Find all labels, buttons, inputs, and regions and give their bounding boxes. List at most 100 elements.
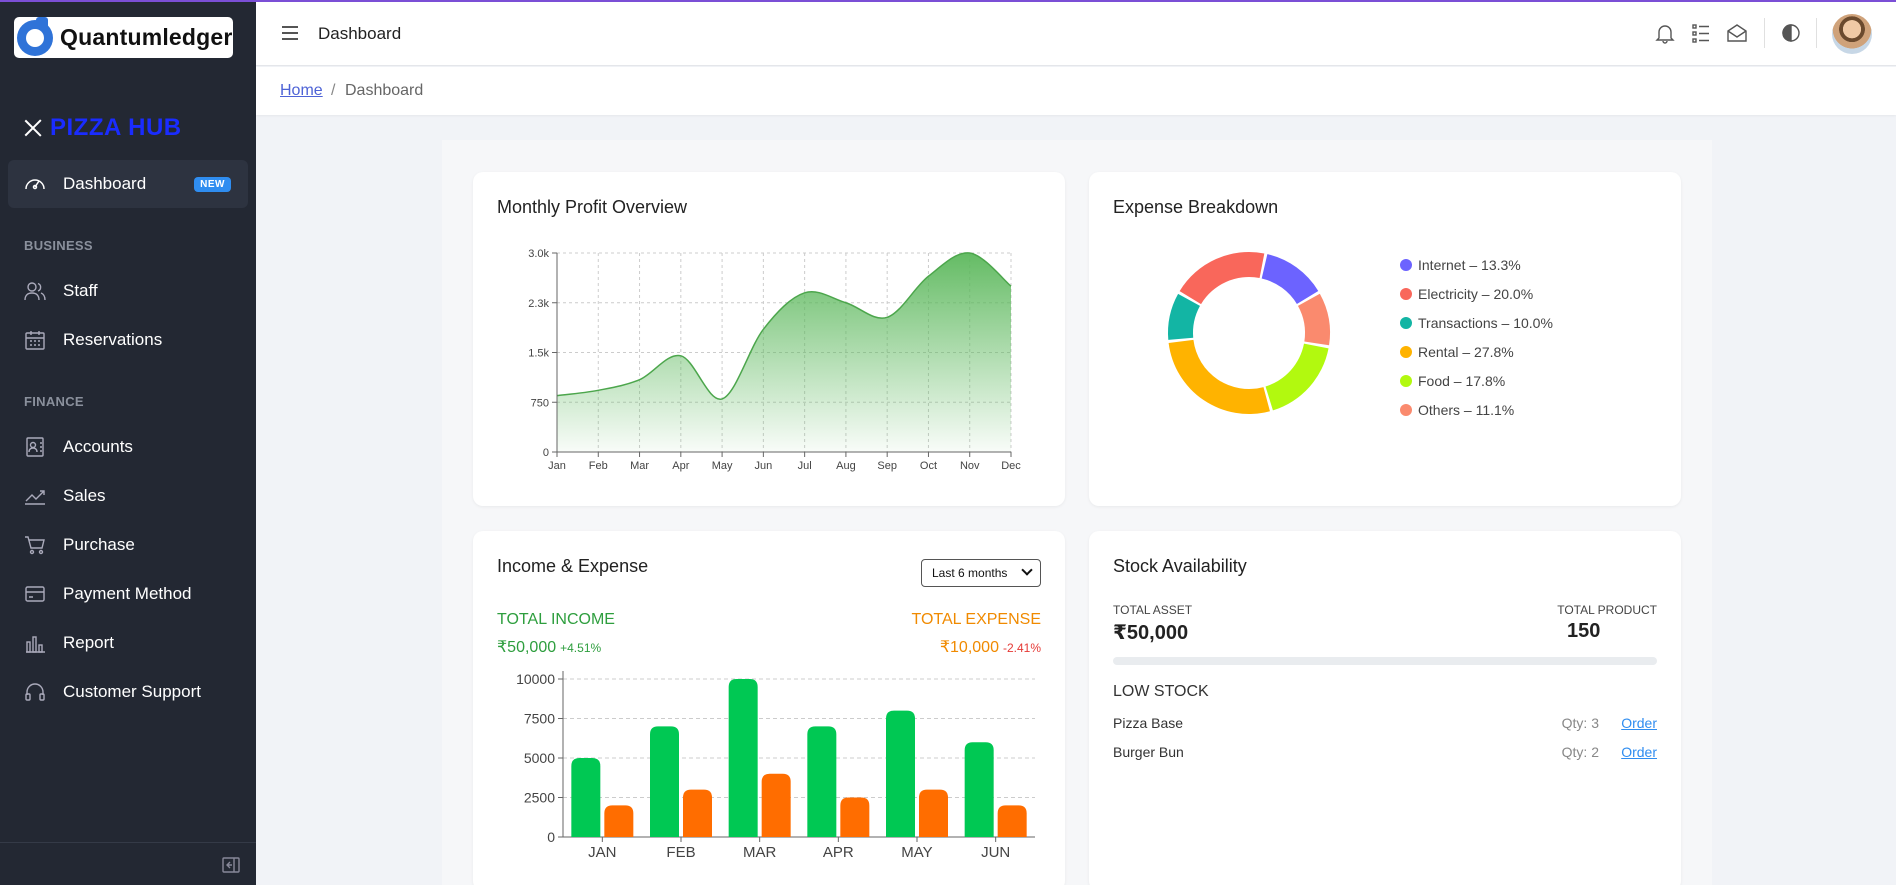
sidebar-item-reservations[interactable]: Reservations: [8, 316, 248, 364]
sidebar-item-label: Report: [63, 633, 115, 652]
stock-availability-card: Stock Availability TOTAL ASSET ₹50,000 T…: [1089, 531, 1681, 885]
total-product-value: 150: [1567, 620, 1601, 642]
sidebar-item-customer-support[interactable]: Customer Support: [8, 668, 248, 716]
legend-item[interactable]: Internet – 13.3%: [1400, 250, 1553, 279]
logo-icon: [14, 17, 58, 58]
card-icon: [24, 584, 46, 604]
sidebar-item-purchase[interactable]: Purchase: [8, 521, 248, 569]
sidebar-item-sales[interactable]: Sales: [8, 472, 248, 520]
y-tick-label: 1.5k: [528, 348, 549, 360]
trend-icon: [24, 486, 46, 506]
legend-label: Food – 17.8%: [1418, 372, 1506, 389]
order-link[interactable]: Order: [1621, 744, 1657, 760]
header-divider: [1816, 18, 1817, 48]
card-title: Stock Availability: [1113, 556, 1247, 576]
sidebar-item-label: Sales: [63, 486, 106, 505]
menu-toggle-icon[interactable]: [282, 26, 298, 40]
bell-icon[interactable]: [1654, 22, 1676, 44]
x-tick-label: May: [712, 460, 733, 472]
legend-label: Rental – 27.8%: [1418, 343, 1514, 360]
expense-legend: Internet – 13.3% Electricity – 20.0% Trans…: [1400, 250, 1553, 424]
profit-area: [557, 252, 1011, 452]
sidebar-item-payment-method[interactable]: Payment Method: [8, 570, 248, 618]
legend-item[interactable]: Food – 17.8%: [1400, 366, 1553, 395]
expense-donut-chart: [1168, 252, 1330, 414]
income-expense-card: Income & Expense Last 6 months TOTAL INC…: [473, 531, 1065, 885]
y-tick-label: 750: [531, 397, 549, 409]
sidebar-item-label: Customer Support: [63, 682, 201, 701]
x-tick-label: MAY: [901, 844, 932, 861]
x-tick-label: Dec: [1001, 460, 1021, 472]
total-product-label: TOTAL PRODUCT: [1557, 603, 1657, 617]
order-link[interactable]: Order: [1621, 715, 1657, 731]
legend-label: Internet – 13.3%: [1418, 256, 1521, 273]
legend-dot: [1400, 374, 1412, 387]
sidebar-item-report[interactable]: Report: [8, 619, 248, 667]
app-logo[interactable]: Quantumledger: [14, 17, 233, 58]
expense-bar: [761, 773, 791, 837]
total-expense-value-row: ₹10,000 -2.41%: [940, 637, 1041, 657]
sidebar-item-accounts[interactable]: Accounts: [8, 423, 248, 471]
sidebar-item-staff[interactable]: Staff: [8, 267, 248, 315]
y-tick-label: 0: [547, 829, 555, 845]
section-label-finance: FINANCE: [24, 394, 84, 409]
bar-chart-icon: [24, 633, 46, 653]
utensils-icon: [22, 117, 44, 139]
x-tick-label: Sep: [877, 460, 897, 472]
legend-item[interactable]: Electricity – 20.0%: [1400, 279, 1553, 308]
period-select[interactable]: Last 6 months: [921, 559, 1041, 587]
accounts-icon: [24, 437, 46, 457]
period-select-value: Last 6 months: [932, 566, 1008, 580]
header-title: Dashboard: [318, 24, 402, 43]
x-tick-label: MAR: [743, 844, 777, 861]
theme-toggle-icon[interactable]: [1780, 22, 1802, 44]
y-tick-label: 2.3k: [528, 298, 549, 310]
income-bar: [571, 758, 601, 837]
new-badge: NEW: [194, 177, 231, 192]
x-tick-label: Feb: [589, 460, 608, 472]
x-tick-label: Oct: [920, 460, 937, 472]
expense-breakdown-card: Expense Breakdown Internet – 13.3% Electr…: [1089, 172, 1681, 506]
y-tick-label: 0: [543, 447, 549, 459]
task-list-icon[interactable]: [1690, 22, 1712, 44]
income-bar: [964, 742, 994, 837]
expense-bar: [604, 805, 634, 837]
legend-dot: [1400, 403, 1412, 416]
breadcrumb-current: Dashboard: [345, 82, 424, 99]
legend-dot: [1400, 258, 1412, 271]
sidebar-item-label: Payment Method: [63, 584, 192, 603]
mail-icon[interactable]: [1726, 22, 1748, 44]
low-stock-heading: LOW STOCK: [1113, 683, 1209, 700]
collapse-sidebar-icon[interactable]: [222, 857, 240, 873]
y-tick-label: 7500: [524, 711, 555, 727]
user-avatar[interactable]: [1832, 14, 1872, 54]
breadcrumb-separator: /: [331, 82, 336, 99]
header-divider: [1764, 18, 1765, 48]
calendar-icon: [24, 330, 46, 350]
legend-item[interactable]: Rental – 27.8%: [1400, 337, 1553, 366]
total-income-label: TOTAL INCOME: [497, 611, 615, 628]
donut-slice-food: [1265, 343, 1329, 411]
sidebar-item-dashboard[interactable]: Dashboard NEW: [8, 160, 248, 208]
sidebar-footer: [0, 842, 256, 885]
x-tick-label: FEB: [666, 844, 695, 861]
y-tick-label: 5000: [524, 750, 555, 766]
sidebar-item-label: Reservations: [63, 330, 163, 349]
legend-dot: [1400, 345, 1412, 358]
brand: PIZZA HUB: [22, 114, 182, 142]
legend-label: Transactions – 10.0%: [1418, 314, 1553, 331]
stock-item-qty: Qty: 2: [1561, 744, 1599, 760]
stock-progress-bar: [1113, 657, 1657, 665]
y-tick-label: 10000: [516, 671, 555, 687]
legend-item[interactable]: Transactions – 10.0%: [1400, 308, 1553, 337]
breadcrumb-home-link[interactable]: Home: [280, 82, 323, 99]
profit-overview-card: Monthly Profit Overview 0 750 1.5k 2.3k 3.0k…: [473, 172, 1065, 506]
top-header: Dashboard: [256, 2, 1896, 66]
legend-item[interactable]: Others – 11.1%: [1400, 395, 1553, 424]
x-tick-label: Mar: [630, 460, 649, 472]
donut-slice-electricity: [1179, 252, 1265, 305]
profit-line: [556, 252, 1012, 400]
total-income-change: +4.51%: [560, 641, 602, 655]
section-label-business: BUSINESS: [24, 238, 93, 253]
x-tick-label: Apr: [672, 460, 689, 472]
